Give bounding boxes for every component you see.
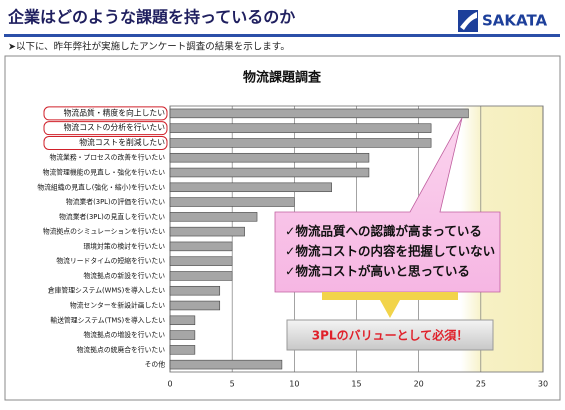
y-tick-label: 物流拠点の増設を行いたい xyxy=(83,330,165,339)
bar xyxy=(169,108,469,119)
bar xyxy=(169,212,258,222)
down-arrow xyxy=(322,292,458,318)
y-tick-label: その他 xyxy=(145,360,166,369)
y-tick-label: 物流コストを削減したい xyxy=(79,137,165,147)
y-tick-label: 物流品質・精度を向上したい xyxy=(64,107,166,117)
highlight-ring xyxy=(43,121,168,136)
bar xyxy=(169,152,370,163)
bar xyxy=(169,197,295,207)
bar xyxy=(169,285,221,296)
bar xyxy=(169,167,370,178)
y-tick-label: 物流業務・プロセスの改善を行いたい xyxy=(49,153,165,162)
logo-swoosh xyxy=(460,12,477,30)
chart-title: 物流課題調査 xyxy=(243,70,322,86)
x-tick-label: 30 xyxy=(538,380,548,389)
x-tick-label: 0 xyxy=(167,380,172,389)
bar xyxy=(169,300,221,311)
highlight-ring xyxy=(43,106,168,121)
y-tick-label: 物流リードタイムの短縮を行いたい xyxy=(56,256,165,265)
y-tick-label: 物流管理機能の見直し・強化を行いたい xyxy=(43,168,166,177)
bar xyxy=(169,315,196,326)
y-tick-label: 物流業者(3PL)の評価を行いたい xyxy=(66,197,165,206)
y-tick-label: 物流組織の見直し(強化・縮小)を行いたい xyxy=(37,182,165,191)
bar xyxy=(169,138,432,148)
bar xyxy=(169,271,233,281)
slide-title: 企業はどのような課題を持っているのか xyxy=(7,8,295,27)
bar xyxy=(169,123,432,133)
x-tick-label: 20 xyxy=(414,380,424,389)
title-rule xyxy=(4,34,560,37)
callout-point: ✓物流コストの内容を把握していない xyxy=(285,244,495,259)
bar xyxy=(169,182,332,193)
y-tick-label: 物流拠点のシミュレーションを行いたい xyxy=(43,227,165,236)
bar xyxy=(169,359,283,370)
bar xyxy=(169,330,196,340)
y-tick-label: 環境対策の検討を行いたい xyxy=(83,241,165,250)
callout-point: ✓物流品質への認識が高まっている xyxy=(285,224,482,239)
x-tick-label: 25 xyxy=(476,380,486,389)
conclusion-box xyxy=(286,319,494,351)
y-tick-label: 物流拠点の統廃合を行いたい xyxy=(77,345,166,354)
bar xyxy=(169,241,233,252)
callout-box xyxy=(274,117,501,293)
y-tick-label: 倉庫管理システム(WMS)を導入したい xyxy=(48,286,165,295)
bar xyxy=(169,256,233,266)
conclusion-text: 3PLのバリューとして必須！ xyxy=(312,328,468,343)
callout-point: ✓物流コストが高いと思っている xyxy=(285,264,470,279)
bar xyxy=(169,226,245,237)
x-tick-label: 15 xyxy=(351,380,361,389)
x-tick-label: 10 xyxy=(289,380,299,389)
x-tick-label: 5 xyxy=(230,380,235,389)
bar xyxy=(169,345,196,355)
y-tick-label: 物流拠点の新設を行いたい xyxy=(83,271,165,280)
highlight-ring xyxy=(43,135,168,150)
y-tick-label: 物流センターを新設計画したい xyxy=(70,301,165,310)
intro-text: ➤以下に、昨年弊社が実施したアンケート調査の結果を示します。 xyxy=(8,41,290,53)
logo-text: SAKATA xyxy=(482,12,548,30)
y-tick-label: 物流業者(3PL)の見直しを行いたい xyxy=(59,212,165,221)
y-tick-label: 輸送管理システム(TMS)を導入したい xyxy=(50,315,165,324)
y-tick-label: 物流コストの分析を行いたい xyxy=(64,122,166,132)
